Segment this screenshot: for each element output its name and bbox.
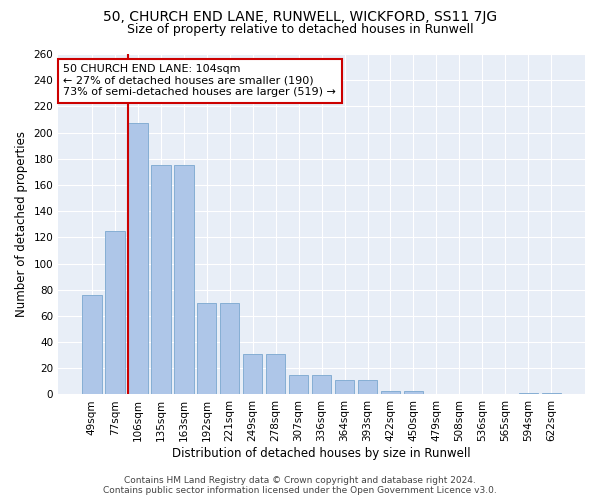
Text: Size of property relative to detached houses in Runwell: Size of property relative to detached ho… [127,22,473,36]
Bar [266,354,286,395]
X-axis label: Distribution of detached houses by size in Runwell: Distribution of detached houses by size … [172,447,471,460]
Bar [105,231,125,394]
Text: 50 CHURCH END LANE: 104sqm
← 27% of detached houses are smaller (190)
73% of sem: 50 CHURCH END LANE: 104sqm ← 27% of deta… [64,64,337,98]
Bar [381,390,400,394]
Bar [335,380,355,394]
Bar [128,124,148,394]
Bar [243,354,262,395]
Bar [220,303,239,394]
Bar [518,393,538,394]
Y-axis label: Number of detached properties: Number of detached properties [15,131,28,317]
Bar [358,380,377,394]
Bar [197,303,217,394]
Text: Contains HM Land Registry data © Crown copyright and database right 2024.
Contai: Contains HM Land Registry data © Crown c… [103,476,497,495]
Bar [151,166,170,394]
Bar [289,375,308,394]
Text: 50, CHURCH END LANE, RUNWELL, WICKFORD, SS11 7JG: 50, CHURCH END LANE, RUNWELL, WICKFORD, … [103,10,497,24]
Bar [542,393,561,394]
Bar [312,375,331,394]
Bar [174,166,194,394]
Bar [404,390,423,394]
Bar [82,295,101,394]
